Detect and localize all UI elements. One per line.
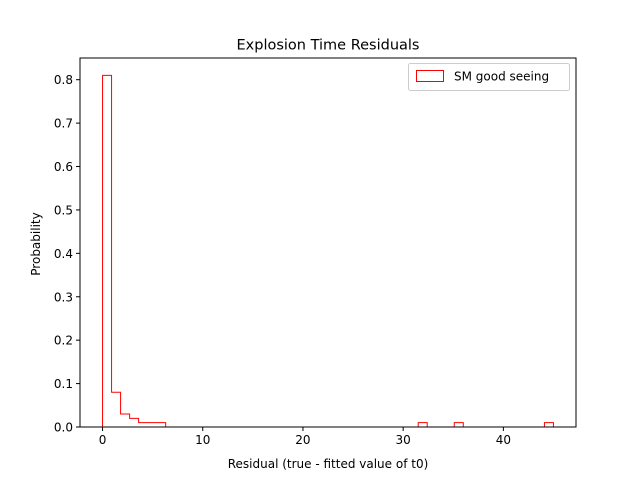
- y-axis-ticks: 0.0 0.1 0.2 0.3 0.4 0.5 0.6 0.7 0.8: [54, 73, 80, 435]
- y-tick-label: 0.1: [54, 377, 73, 391]
- y-tick-label: 0.6: [54, 160, 73, 174]
- plot-area: [79, 57, 577, 428]
- y-tick-label: 0.8: [54, 73, 73, 87]
- y-axis-label: Probability: [29, 212, 43, 275]
- x-axis-label: Residual (true - fitted value of t0): [228, 457, 429, 471]
- y-tick-label: 0.2: [54, 334, 73, 348]
- y-tick-label: 0.7: [54, 117, 73, 131]
- legend-label: SM good seeing: [454, 70, 549, 84]
- legend-swatch: [416, 70, 444, 82]
- chart-title: Explosion Time Residuals: [237, 38, 420, 54]
- y-tick-label: 0.3: [54, 290, 73, 304]
- legend-frame: [408, 63, 570, 91]
- x-tick-label: 30: [396, 433, 411, 447]
- x-tick-label: 0: [99, 433, 107, 447]
- legend: SM good seeing: [408, 63, 570, 91]
- x-tick-label: 20: [295, 433, 310, 447]
- y-tick-label: 0.5: [54, 203, 73, 217]
- x-tick-label: 40: [496, 433, 511, 447]
- y-tick-label: 0.0: [54, 421, 73, 435]
- y-tick-label: 0.4: [54, 247, 73, 261]
- axes-frame: [79, 57, 577, 428]
- x-tick-label: 10: [195, 433, 210, 447]
- histogram-series-sm-good-seeing: [102, 74, 554, 428]
- x-axis-ticks: 0 10 20 30 40: [99, 427, 511, 447]
